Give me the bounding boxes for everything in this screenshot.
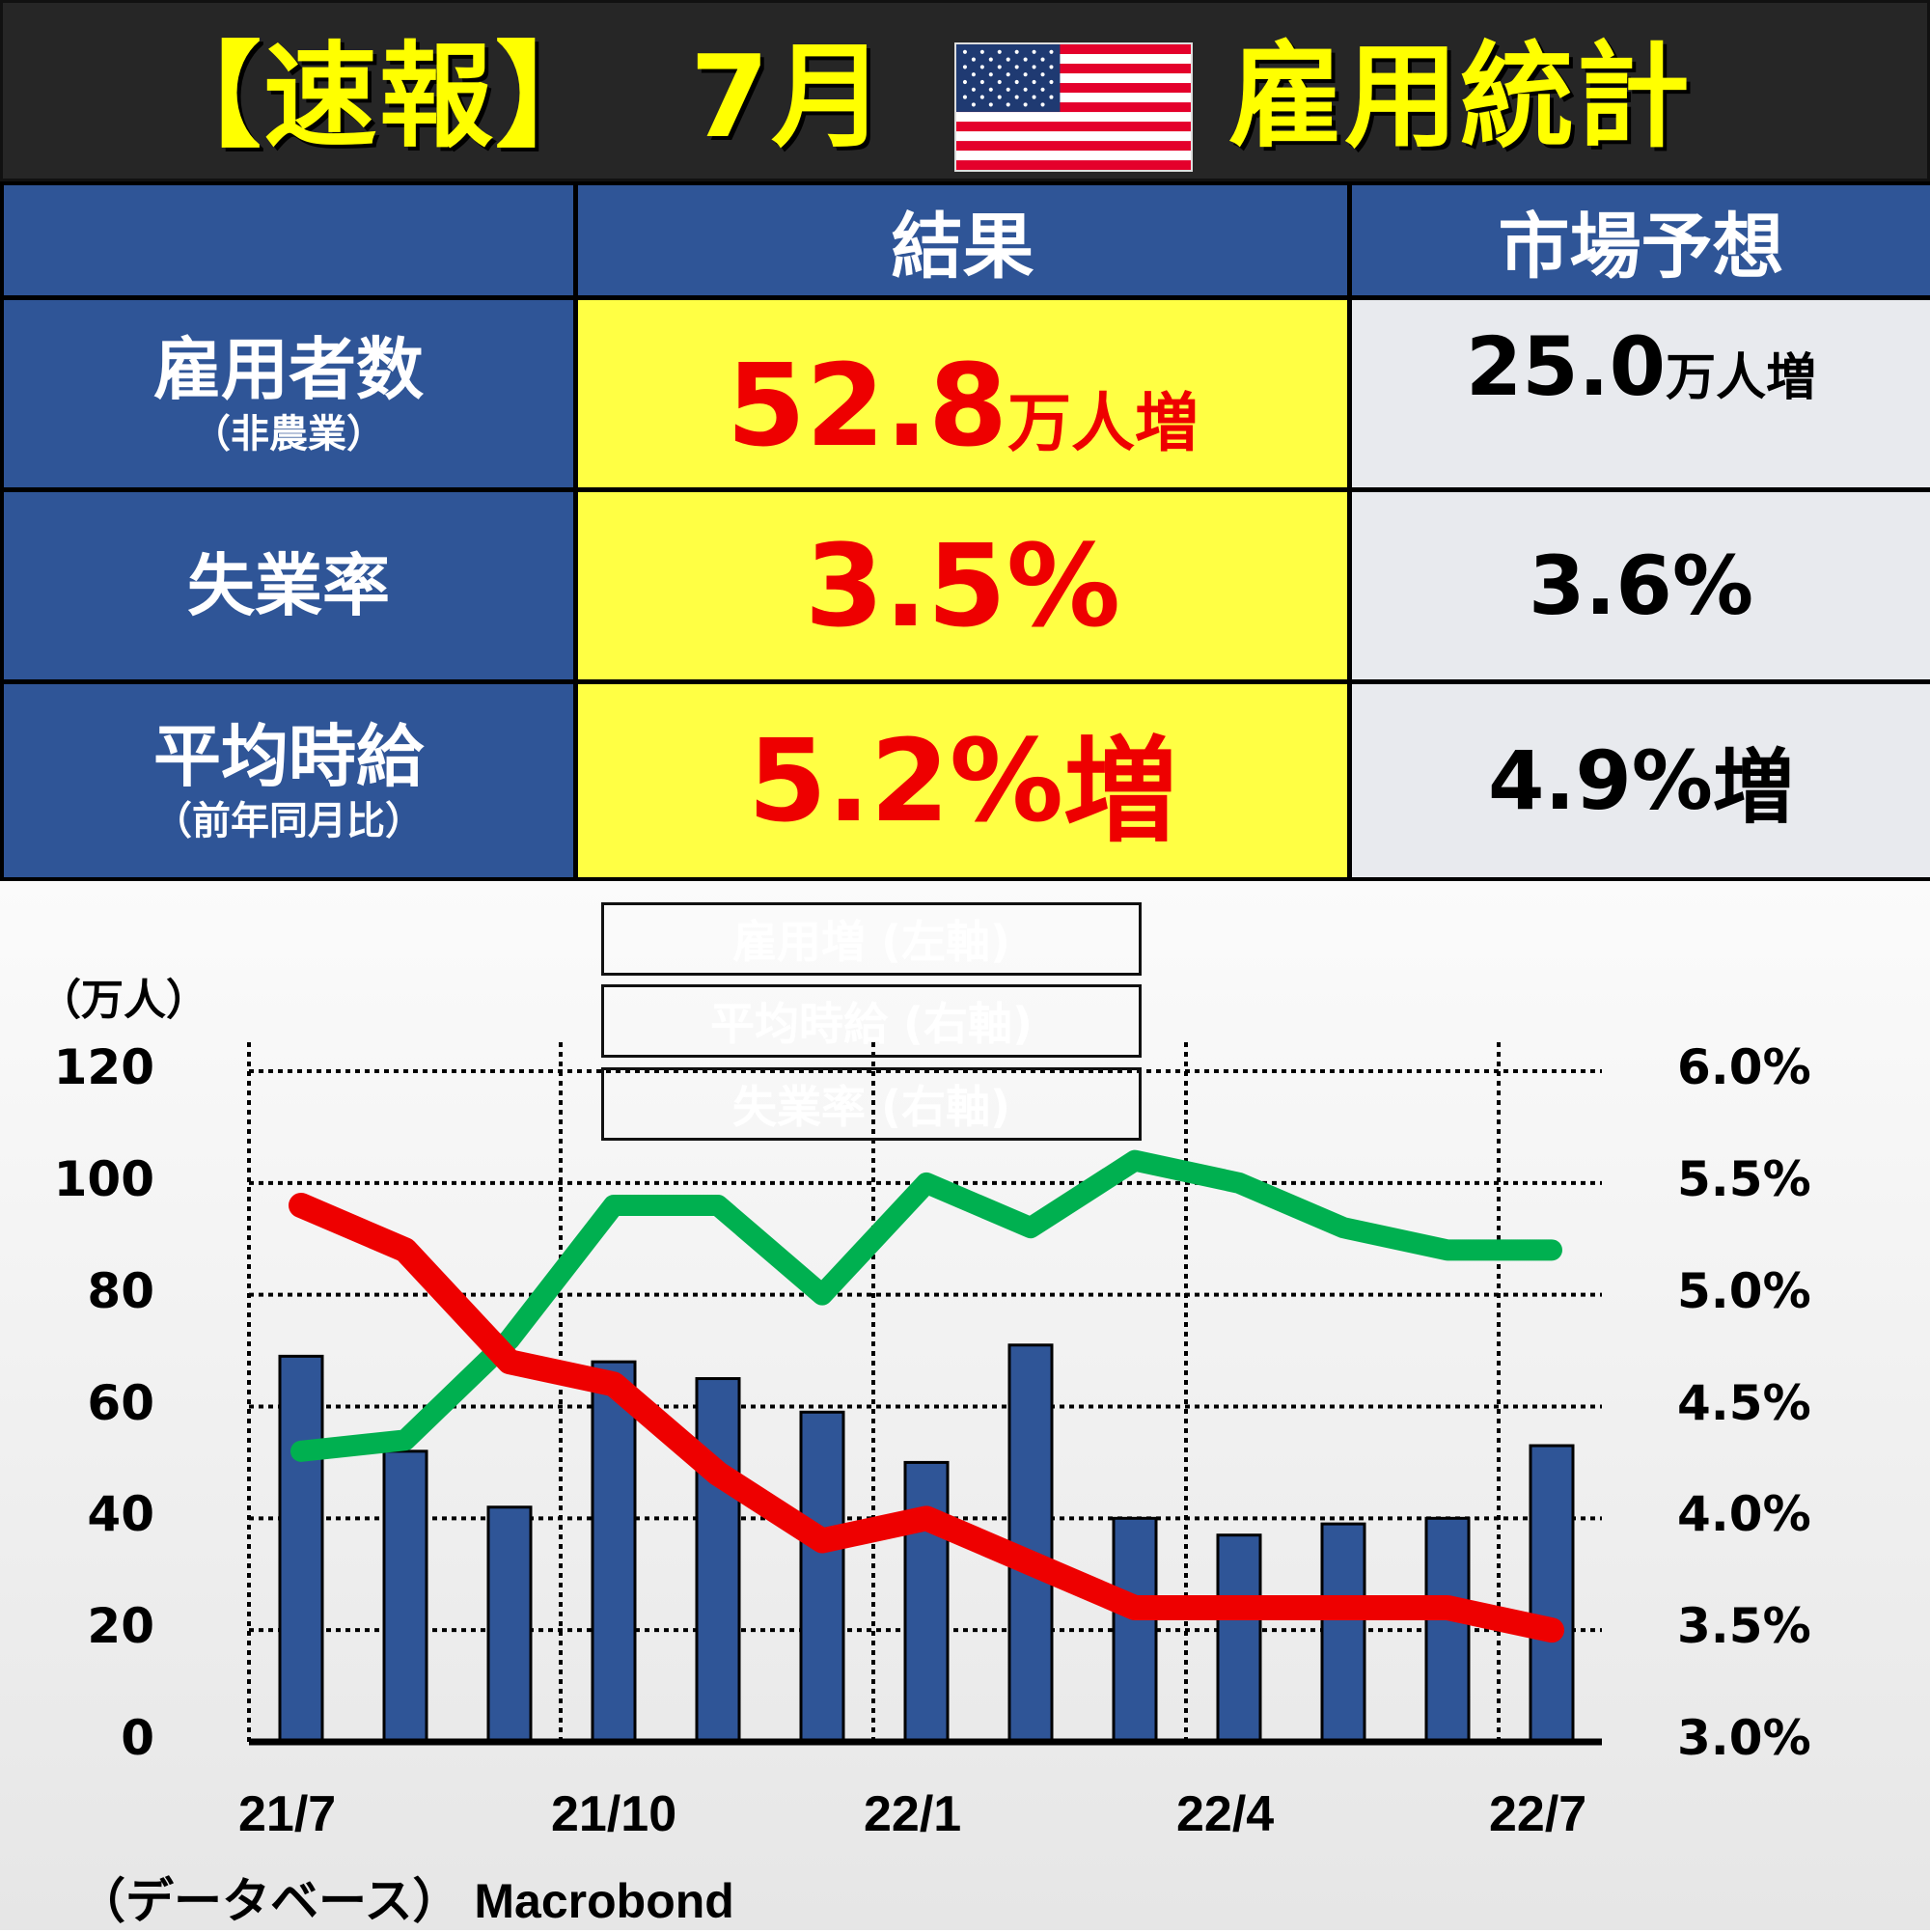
left-axis-tick: 20 bbox=[87, 1598, 154, 1655]
x-axis-tick: 22/1 bbox=[864, 1786, 962, 1842]
bar-21/10 bbox=[591, 1360, 637, 1744]
left-axis-unit: （万人） bbox=[39, 976, 208, 1025]
legend-label: 失業率 (右軸) bbox=[731, 1081, 1011, 1133]
legend-label: 平均時給 (右軸) bbox=[709, 998, 1034, 1050]
right-axis-tick: 5.0% bbox=[1677, 1262, 1811, 1319]
x-axis-tick: 21/7 bbox=[238, 1786, 337, 1842]
result-unit: 万人増 bbox=[1007, 386, 1199, 460]
results-table: 結果 市場予想 雇用者数 （非農業） 52.8 万人増 25.0 万人増 失業率… bbox=[0, 181, 1930, 881]
employment-bars bbox=[278, 1343, 1575, 1744]
result-value: 5.2% bbox=[747, 714, 1064, 847]
result-payrolls: 52.8 万人増 bbox=[578, 300, 1347, 487]
row-label: 失業率 bbox=[187, 546, 390, 625]
forecast-value: 3.6% bbox=[1529, 538, 1753, 633]
table-corner-cell bbox=[4, 185, 573, 295]
legend-label: 雇用増 (左軸) bbox=[731, 916, 1011, 968]
row-label-payrolls: 雇用者数 （非農業） bbox=[4, 300, 573, 487]
bar-22/5 bbox=[1320, 1522, 1366, 1744]
legend-employment: 雇用増 (左軸) bbox=[601, 902, 1142, 976]
x-axis-tick: 22/7 bbox=[1489, 1786, 1587, 1842]
left-axis-tick: 80 bbox=[87, 1262, 154, 1319]
result-value: 3.5% bbox=[804, 519, 1121, 652]
forecast-unemployment: 3.6% bbox=[1352, 492, 1930, 679]
result-value: 52.8 bbox=[726, 339, 1008, 472]
month-label: 7月 bbox=[690, 30, 888, 163]
row-sublabel: （前年同月比） bbox=[153, 799, 424, 843]
row-label: 雇用者数 bbox=[153, 330, 424, 409]
column-header-forecast: 市場予想 bbox=[1352, 185, 1930, 295]
row-label-unemployment: 失業率 bbox=[4, 492, 573, 679]
column-header-result: 結果 bbox=[578, 185, 1347, 295]
x-axis-tick: 21/10 bbox=[551, 1786, 677, 1842]
breaking-label: 【速報】 bbox=[148, 30, 612, 163]
us-flag-icon bbox=[954, 42, 1193, 172]
result-unemployment: 3.5% bbox=[578, 492, 1347, 679]
forecast-unit: 増 bbox=[1712, 739, 1794, 835]
right-axis-tick: 5.5% bbox=[1677, 1150, 1811, 1207]
row-label: 平均時給 bbox=[153, 717, 424, 796]
bar-21/9 bbox=[486, 1505, 533, 1744]
bar-21/8 bbox=[382, 1449, 428, 1744]
bar-21/11 bbox=[695, 1377, 741, 1744]
left-axis-tick: 100 bbox=[53, 1150, 154, 1207]
wage-line bbox=[290, 1149, 1562, 1462]
right-axis-tick: 4.5% bbox=[1677, 1374, 1811, 1431]
left-axis-tick: 40 bbox=[87, 1486, 154, 1543]
x-axis-tick: 22/4 bbox=[1176, 1786, 1275, 1842]
forecast-payrolls: 25.0 万人増 bbox=[1352, 300, 1930, 487]
bar-22/1 bbox=[903, 1460, 950, 1744]
bar-22/7 bbox=[1529, 1444, 1575, 1744]
title-banner: 【速報】 7月 雇用統計 bbox=[0, 0, 1930, 181]
forecast-value: 4.9% bbox=[1488, 733, 1713, 828]
left-axis-tick: 60 bbox=[87, 1374, 154, 1431]
bar-22/3 bbox=[1112, 1516, 1158, 1744]
right-axis-tick: 3.0% bbox=[1677, 1710, 1811, 1766]
forecast-value: 25.0 bbox=[1465, 319, 1667, 414]
row-sublabel: （非農業） bbox=[192, 412, 385, 456]
legend-unemployment: 失業率 (右軸) bbox=[601, 1067, 1142, 1141]
bar-21/7 bbox=[278, 1354, 324, 1744]
left-axis-tick: 120 bbox=[53, 1039, 154, 1095]
legend-wages: 平均時給 (右軸) bbox=[601, 984, 1142, 1058]
data-source: （データベース） Macrobond bbox=[77, 1874, 734, 1928]
unemployment-line bbox=[289, 1193, 1564, 1643]
bar-22/4 bbox=[1216, 1533, 1262, 1744]
right-axis-tick: 4.0% bbox=[1677, 1486, 1811, 1543]
left-axis-tick: 0 bbox=[121, 1710, 154, 1766]
forecast-unit: 万人増 bbox=[1666, 349, 1817, 407]
bar-22/6 bbox=[1424, 1516, 1471, 1744]
right-axis-tick: 3.5% bbox=[1677, 1598, 1811, 1655]
right-axis-tick: 6.0% bbox=[1677, 1039, 1811, 1095]
result-unit: 増 bbox=[1063, 724, 1178, 858]
row-label-wages: 平均時給 （前年同月比） bbox=[4, 684, 573, 877]
bar-21/12 bbox=[799, 1410, 845, 1744]
result-wages: 5.2% 増 bbox=[578, 684, 1347, 877]
forecast-wages: 4.9% 増 bbox=[1352, 684, 1930, 877]
title-label: 雇用統計 bbox=[1228, 30, 1693, 163]
